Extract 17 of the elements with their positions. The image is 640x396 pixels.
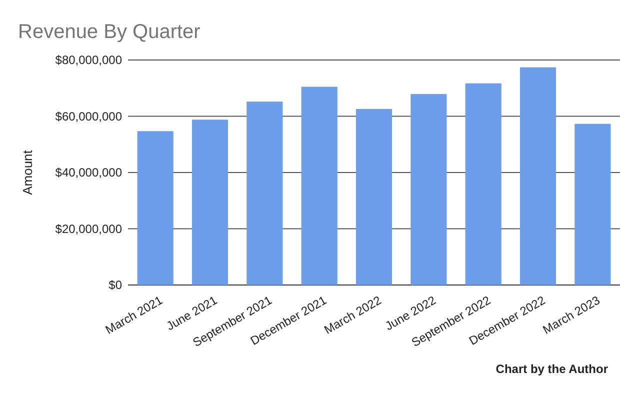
y-tick-label: $80,000,000 <box>55 53 122 68</box>
bar <box>410 94 447 285</box>
bar <box>137 131 174 285</box>
bar <box>192 120 228 285</box>
y-tick-label: $0 <box>108 278 122 292</box>
bar <box>574 124 611 285</box>
bar <box>465 83 502 285</box>
y-tick-label: $40,000,000 <box>55 166 122 180</box>
y-tick-label: $20,000,000 <box>55 222 122 236</box>
bar <box>246 102 283 285</box>
bar <box>520 67 556 285</box>
chart-title: Revenue By Quarter <box>18 21 201 43</box>
y-axis-title: Amount <box>20 150 35 195</box>
y-tick-label: $60,000,000 <box>55 109 122 124</box>
bar <box>301 86 338 285</box>
text: Chart by the Author <box>496 362 608 376</box>
bar <box>356 108 392 285</box>
